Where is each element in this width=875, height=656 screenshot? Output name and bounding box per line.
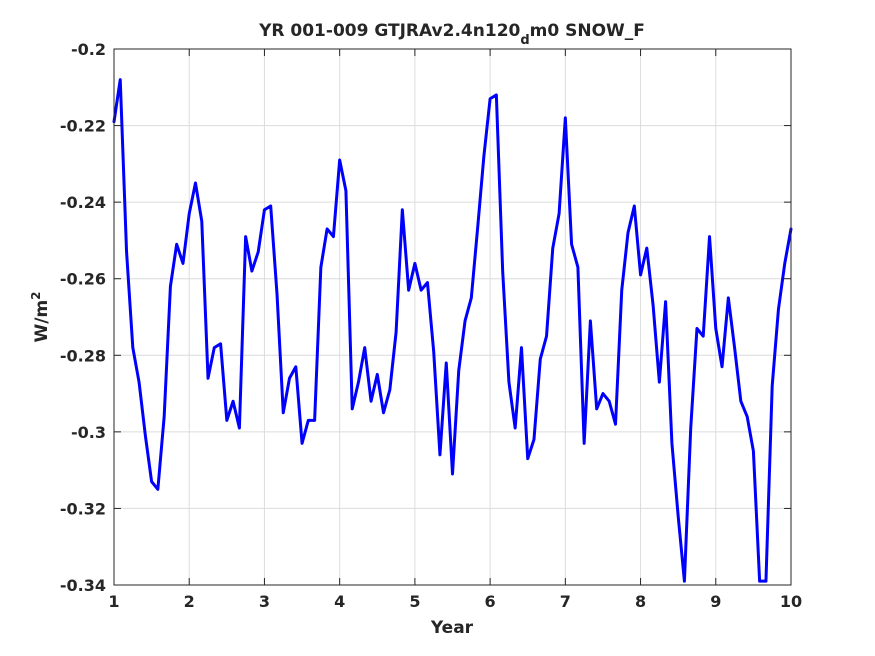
chart-title-suffix: m0 SNOW_F xyxy=(530,21,645,41)
x-tick-label: 2 xyxy=(184,592,195,611)
x-tick-label: 6 xyxy=(485,592,496,611)
x-axis-label: Year xyxy=(430,618,474,638)
y-tick-label: -0.3 xyxy=(71,423,106,442)
plot-frame xyxy=(113,48,792,586)
x-tick-label: 1 xyxy=(108,592,119,611)
tick-marks xyxy=(113,48,792,586)
y-tick-label: -0.32 xyxy=(60,499,106,518)
x-tick-label: 9 xyxy=(710,592,721,611)
chart-title: YR 001-009 GTJRAv2.4n120dm0 SNOW_F xyxy=(258,21,645,48)
chart-title-main: YR 001-009 GTJRAv2.4n120 xyxy=(258,21,520,41)
x-tick-label: 10 xyxy=(780,592,802,611)
grid-lines xyxy=(114,49,791,585)
y-tick-label: -0.24 xyxy=(60,193,106,212)
series-line xyxy=(112,78,793,583)
y-axis-label-base: W/m xyxy=(32,300,52,343)
y-axis-label-superscript: 2 xyxy=(29,291,43,299)
x-tick-label: 3 xyxy=(259,592,270,611)
x-tick-labels: 1 2 3 4 5 6 7 8 9 10 xyxy=(108,592,802,611)
chart-title-subscript: d xyxy=(520,33,529,48)
x-tick-label: 8 xyxy=(635,592,646,611)
y-tick-label: -0.26 xyxy=(60,270,106,289)
series-layer xyxy=(112,78,793,583)
y-axis-label: W/m2 xyxy=(29,291,52,342)
y-tick-label: -0.2 xyxy=(71,40,106,59)
y-tick-label: -0.22 xyxy=(60,117,106,136)
y-tick-label: -0.28 xyxy=(60,346,106,365)
x-tick-label: 4 xyxy=(334,592,345,611)
y-tick-label: -0.34 xyxy=(60,576,106,595)
plot-area xyxy=(114,49,791,585)
x-tick-label: 7 xyxy=(560,592,571,611)
y-tick-labels: -0.34 -0.32 -0.3 -0.28 -0.26 -0.24 -0.22 -0.2 xyxy=(60,40,106,595)
x-tick-label: 5 xyxy=(409,592,420,611)
